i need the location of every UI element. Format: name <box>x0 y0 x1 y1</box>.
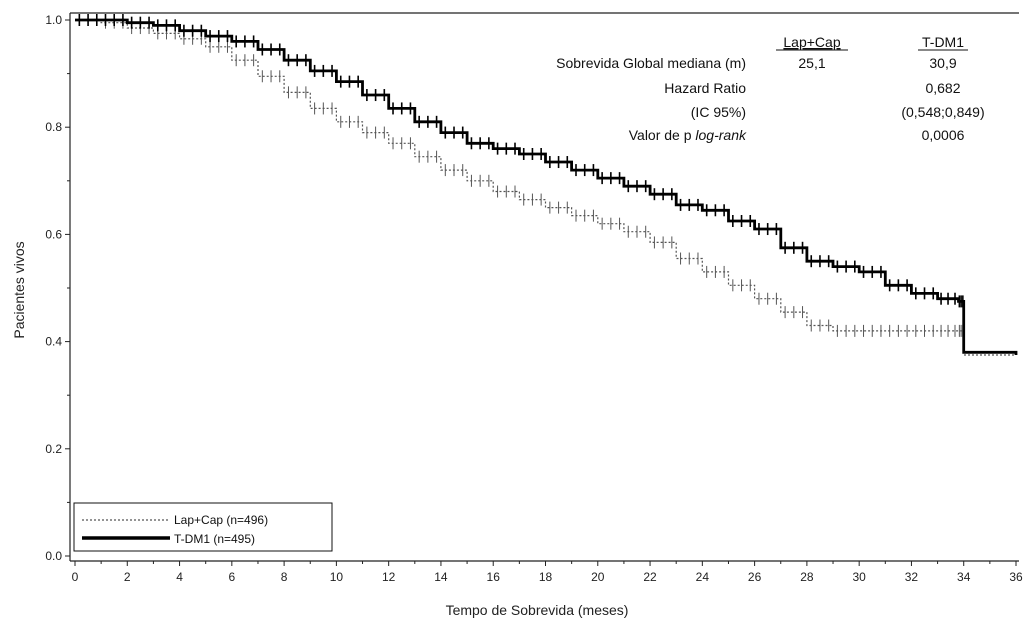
x-axis-title: Tempo de Sobrevida (meses) <box>446 602 629 618</box>
plot-frame <box>69 12 1019 562</box>
stats-table: Lap+Cap T-DM1 Sobrevida Global mediana (… <box>556 34 985 143</box>
stats-pvalue-prefix: Valor de p <box>629 127 696 143</box>
x-tick-label-28: 28 <box>800 570 814 584</box>
x-tick-label-10: 10 <box>330 570 344 584</box>
y-tick-label-0.6: 0.6 <box>45 227 62 241</box>
stats-ci-tdm1: (0,548;0,849) <box>901 104 984 120</box>
x-tick-label-0: 0 <box>72 570 79 584</box>
y-axis-title: Pacientes vivos <box>11 241 27 338</box>
stats-row-label-hr: Hazard Ratio <box>664 80 746 96</box>
stats-row-label-median: Sobrevida Global mediana (m) <box>556 55 746 71</box>
legend-label-lapcap: Lap+Cap (n=496) <box>174 513 268 527</box>
stats-row-label-ci: (IC 95%) <box>691 104 746 120</box>
x-tick-label-30: 30 <box>852 570 866 584</box>
series-line-lap-cap <box>75 19 1016 356</box>
stats-row-label-pvalue: Valor de p log-rank <box>629 127 747 143</box>
stats-median-lapcap: 25,1 <box>798 55 825 71</box>
y-axis-ticks: 0.0 0.2 0.4 0.6 0.8 1.0 <box>45 13 70 563</box>
x-tick-label-12: 12 <box>382 570 396 584</box>
x-tick-label-34: 34 <box>957 570 971 584</box>
y-tick-label-1.0: 1.0 <box>45 13 62 27</box>
x-tick-label-26: 26 <box>748 570 762 584</box>
x-tick-label-36: 36 <box>1009 570 1023 584</box>
x-tick-label-8: 8 <box>281 570 288 584</box>
x-tick-label-16: 16 <box>487 570 501 584</box>
stats-col-header-lapcap: Lap+Cap <box>783 34 840 50</box>
x-tick-label-4: 4 <box>176 570 183 584</box>
stats-median-tdm1: 30,9 <box>929 55 956 71</box>
series-layer <box>75 14 1018 356</box>
x-tick-label-22: 22 <box>643 570 657 584</box>
y-tick-label-0.2: 0.2 <box>45 442 62 456</box>
series-line-t-dm1 <box>75 18 1018 355</box>
stats-pvalue-tdm1: 0,0006 <box>922 127 965 143</box>
legend: Lap+Cap (n=496) T-DM1 (n=495) <box>73 502 333 552</box>
x-tick-label-2: 2 <box>124 570 131 584</box>
x-tick-label-6: 6 <box>228 570 235 584</box>
y-tick-label-0.8: 0.8 <box>45 120 62 134</box>
x-tick-label-14: 14 <box>434 570 448 584</box>
legend-box <box>73 502 333 552</box>
y-tick-label-0.0: 0.0 <box>45 549 62 563</box>
stats-hr-tdm1: 0,682 <box>925 80 960 96</box>
x-tick-label-24: 24 <box>696 570 710 584</box>
y-tick-label-0.4: 0.4 <box>45 335 62 349</box>
legend-label-tdm1: T-DM1 (n=495) <box>174 532 255 546</box>
stats-pvalue-italic: log-rank <box>695 127 747 143</box>
x-tick-label-18: 18 <box>539 570 553 584</box>
x-tick-label-32: 32 <box>905 570 919 584</box>
x-tick-label-20: 20 <box>591 570 605 584</box>
stats-col-header-tdm1: T-DM1 <box>922 34 964 50</box>
x-axis-ticks: 0 2 4 6 8 10 12 14 16 18 20 22 24 26 28 30 32 34 36 <box>72 561 1023 584</box>
